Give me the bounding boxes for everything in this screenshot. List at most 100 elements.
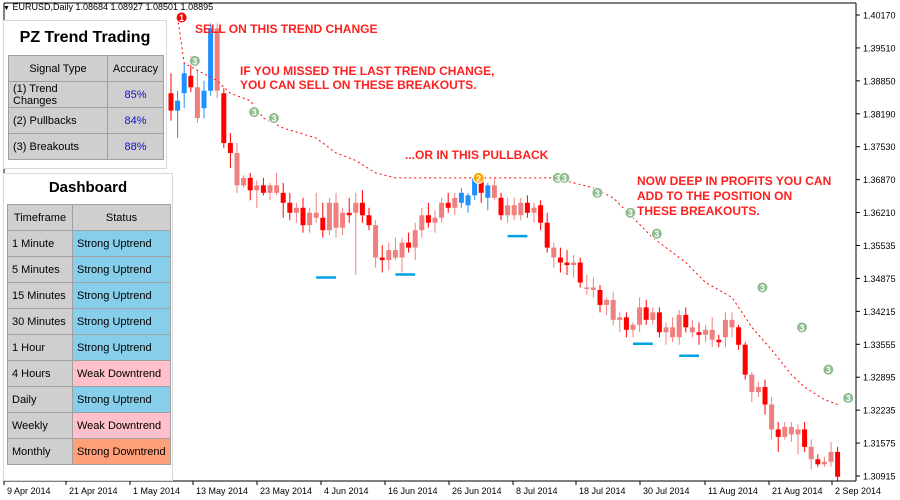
candle-body [346, 212, 352, 216]
candle-body [538, 205, 544, 223]
x-tick-label: 9 Apr 2014 [7, 486, 51, 496]
dashboard-status: Strong Uptrend [72, 282, 171, 309]
candle-body [221, 93, 227, 144]
dashboard-timeframe: 15 Minutes [7, 282, 73, 309]
dashboard-timeframe: Daily [7, 386, 73, 413]
candle-body [478, 177, 484, 193]
candle-body [254, 185, 260, 191]
signal-marker: 1 [175, 11, 188, 24]
y-tick-label: 1.32235 [863, 406, 896, 416]
candle-body [643, 307, 649, 320]
candle-body [524, 202, 530, 213]
candle-body [227, 143, 233, 153]
table-row: 30 Minutes Strong Uptrend [7, 308, 171, 335]
candle-body [656, 312, 662, 333]
x-tick-label: 1 May 2014 [133, 486, 180, 496]
signal-circle [472, 171, 485, 184]
candle-body [359, 202, 365, 216]
signal-label: 3 [799, 323, 804, 333]
annotation-missed-line2: YOU CAN SELL ON THESE BREAKOUTS. [240, 78, 477, 92]
signal-marker: 2 [472, 171, 485, 184]
signal-marker: 3 [591, 186, 604, 199]
signal-circle [842, 392, 855, 405]
candle-body [373, 225, 379, 258]
y-tick-label: 1.39510 [863, 43, 896, 53]
y-tick-label: 1.38850 [863, 76, 896, 86]
annotation-sell: SELL ON THIS TREND CHANGE [195, 22, 378, 36]
candle-body [293, 207, 299, 213]
table-row: 4 Hours Weak Downtrend [7, 360, 171, 387]
candle-body [247, 177, 253, 191]
candle-body [425, 215, 431, 223]
y-tick-label: 1.34875 [863, 274, 896, 284]
dropdown-arrow-icon[interactable]: ▼ [3, 5, 10, 12]
table-row: 1 Hour Strong Uptrend [7, 334, 171, 361]
signal-label: 2 [476, 173, 481, 183]
signal-panel: PZ Trend Trading Signal Type Accuracy (1… [3, 20, 167, 169]
y-tick-label: 1.32895 [863, 373, 896, 383]
signal-circle [822, 363, 835, 376]
dashboard-timeframe: Weekly [7, 412, 73, 439]
x-tick-label: 4 Jun 2014 [324, 486, 369, 496]
candle-body [432, 217, 438, 223]
candle-body [241, 177, 247, 186]
candle-body [722, 319, 728, 338]
signal-label: 3 [826, 365, 831, 375]
signal-circle [796, 321, 808, 334]
candle-body [267, 185, 273, 193]
signal-label: 3 [846, 394, 851, 404]
candle-body [835, 451, 841, 477]
candle-body [452, 197, 458, 208]
candle-body [709, 329, 715, 340]
signal-circle [248, 106, 261, 119]
y-tick-label: 1.38190 [863, 109, 896, 119]
dashboard-status: Strong Uptrend [72, 256, 171, 283]
table-row: Monthly Strong Downtrend [7, 438, 171, 465]
candle-body [821, 461, 827, 465]
candle-body [406, 242, 412, 248]
candle-body [458, 192, 464, 203]
candle-body [412, 230, 418, 248]
y-tick-label: 1.34215 [863, 307, 896, 317]
signal-label: 3 [760, 283, 765, 293]
candle-body [577, 262, 583, 283]
candle-body [749, 374, 755, 393]
candle-body [340, 212, 346, 228]
dashboard-status: Strong Uptrend [72, 230, 171, 257]
signal-label: 1 [179, 13, 184, 23]
signal-circle [624, 206, 637, 219]
candle-body [571, 262, 577, 266]
dashboard-status: Strong Uptrend [72, 334, 171, 361]
y-tick-label: 1.31575 [863, 439, 896, 449]
candle-body [498, 197, 504, 216]
candle-body [386, 250, 392, 261]
candle-body [782, 426, 788, 437]
axes-layer: 1.40170 1.39510 1.38850 1.38190 1.37530 1.368… [3, 2, 896, 496]
candle-body [188, 75, 194, 88]
table-row: Daily Strong Uptrend [7, 386, 171, 413]
candle-body [531, 207, 537, 213]
signal-marker: 3 [650, 227, 663, 240]
candle-body [419, 215, 425, 231]
signal-accuracy: 84% [107, 107, 164, 134]
signal-marker: 3 [624, 206, 637, 219]
y-tick-label: 1.33555 [863, 340, 896, 350]
dashboard-timeframe: 4 Hours [7, 360, 73, 387]
candle-body [597, 289, 603, 305]
signal-label: 3 [271, 114, 276, 124]
candle-body [175, 100, 181, 111]
candle-body [326, 202, 332, 231]
dashboard-timeframe: 30 Minutes [7, 308, 73, 335]
candle-body [399, 242, 405, 258]
signal-circle [175, 11, 188, 24]
candle-body [802, 429, 808, 447]
dashboard-status: Weak Downtrend [72, 412, 171, 439]
candle-body [439, 202, 445, 218]
dashboard-status: Weak Downtrend [72, 360, 171, 387]
candle-body [353, 202, 359, 213]
signal-type: (3) Breakouts [8, 133, 108, 160]
candle-body [742, 344, 748, 375]
table-row: Weekly Weak Downtrend [7, 412, 171, 439]
y-tick-label: 1.40170 [863, 11, 896, 21]
